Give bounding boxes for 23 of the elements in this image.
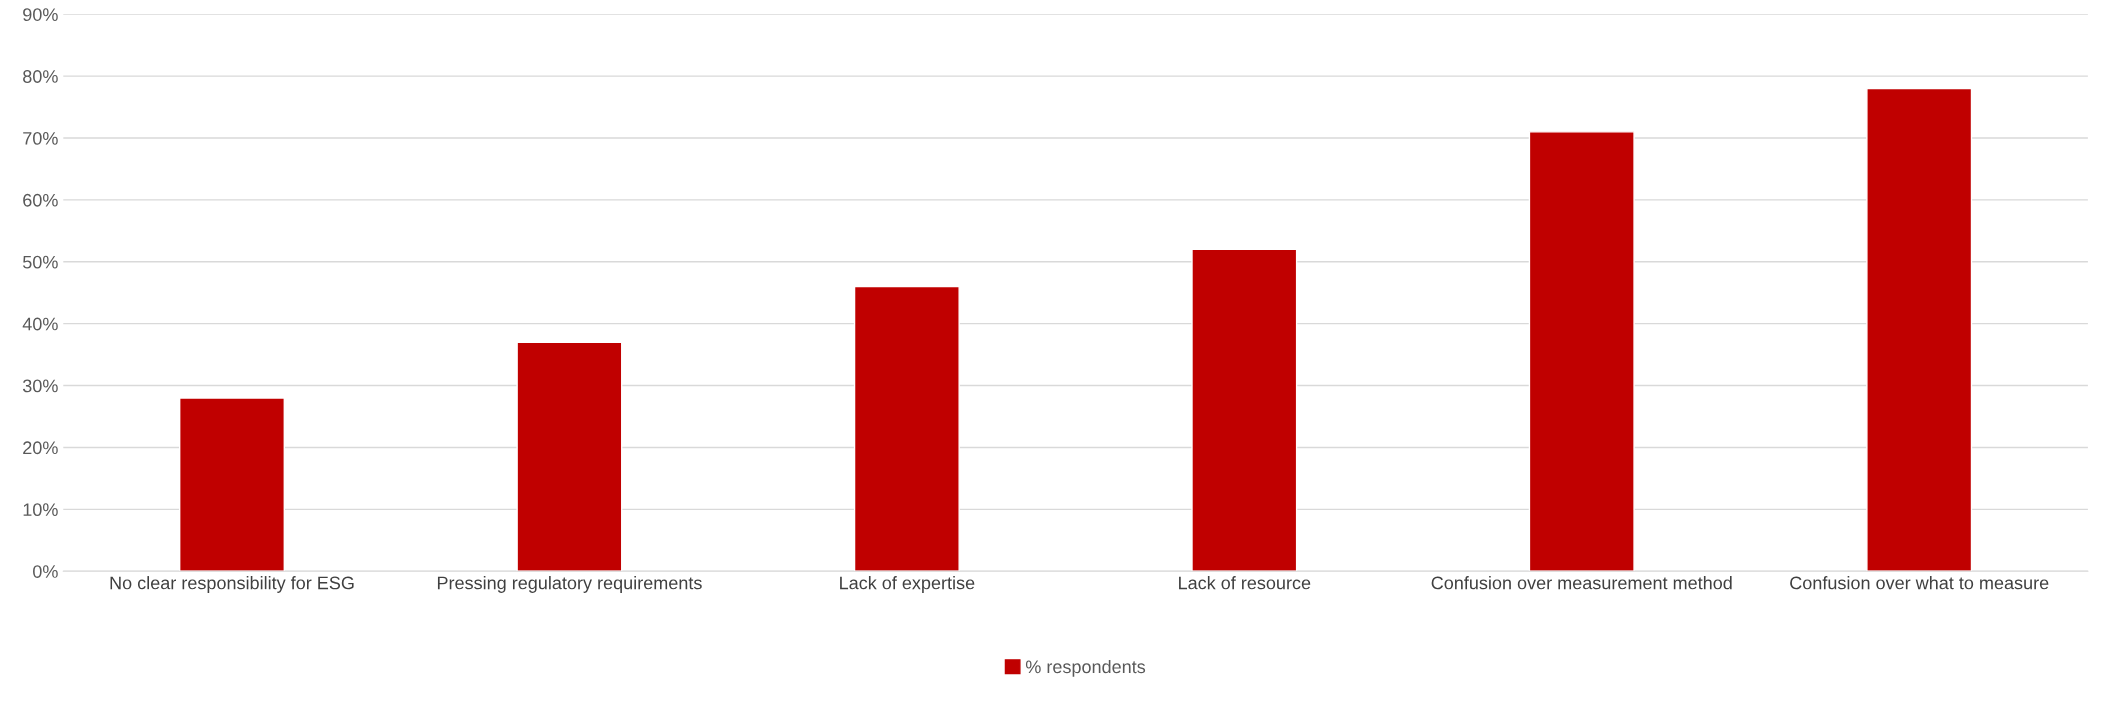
bar — [1866, 87, 1973, 572]
x-tick-label: Confusion over what to measure — [1790, 576, 2049, 590]
y-tick-label: 80% — [23, 70, 58, 83]
legend-label: % respondents — [1025, 659, 1146, 677]
y-tick-label: 20% — [23, 441, 58, 455]
y-tick-label: 10% — [23, 503, 58, 517]
x-tick-label: Lack of expertise — [840, 576, 975, 593]
x-tick-label: No clear responsibility for ESG — [110, 576, 354, 593]
y-tick-label: 40% — [22, 317, 58, 331]
x-tick-label: Confusion over measurement method — [1431, 576, 1732, 590]
y-tick-label: 0% — [33, 565, 58, 578]
y-tick-label: 90% — [23, 8, 58, 21]
bar — [1528, 131, 1635, 572]
x-tick-label: Pressing regulatory requirements — [437, 576, 702, 593]
x-tick-label: Lack of resource — [1179, 576, 1311, 590]
bar — [1191, 248, 1298, 572]
y-tick-label: 50% — [22, 255, 58, 269]
bar — [853, 285, 960, 572]
y-tick-label: 30% — [22, 379, 58, 393]
y-tick-label: 70% — [23, 131, 58, 145]
bar — [516, 341, 623, 572]
y-tick-label: 60% — [23, 193, 58, 207]
bar — [178, 397, 285, 572]
